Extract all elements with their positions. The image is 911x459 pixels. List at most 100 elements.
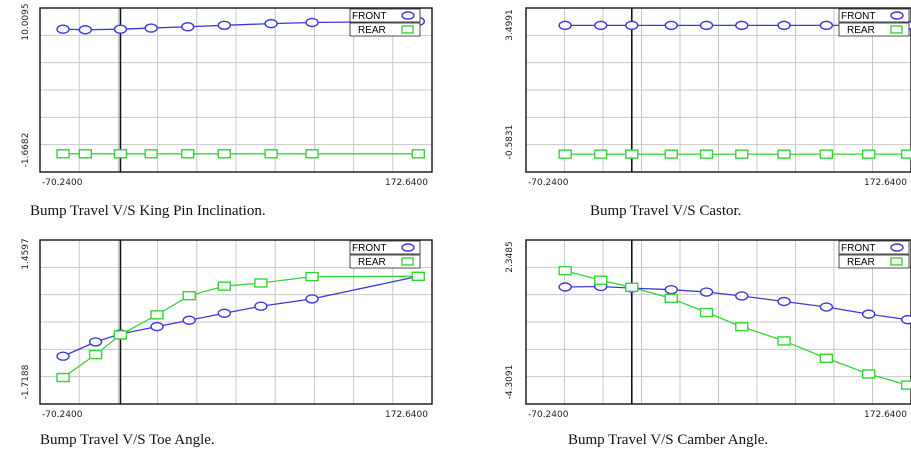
legend-marker-front (890, 11, 904, 20)
data-point-front (150, 321, 164, 332)
data-point-rear (56, 372, 70, 383)
data-point-front (88, 337, 103, 347)
data-point-rear (411, 271, 426, 282)
y-tick-label-max: 1.4597 (21, 238, 31, 270)
series-line-front (565, 285, 908, 321)
data-point-rear (150, 310, 164, 320)
data-point-front (144, 23, 158, 33)
data-point-front (254, 301, 268, 311)
data-point-front (900, 314, 911, 325)
data-point-rear (900, 380, 911, 390)
y-tick-label-max: 10.0095 (21, 3, 31, 40)
data-point-front (819, 20, 834, 31)
data-point-front (217, 20, 231, 30)
data-point-front (56, 351, 70, 361)
caption-king-pin-inclination: Bump Travel V/S King Pin Inclination. (30, 203, 266, 219)
chart-camber-angle: -70.2400 172.6400 2.3485 -4.3091 FRONT REAR (486, 232, 911, 432)
data-point-rear (217, 281, 231, 291)
chart-king-pin-inclination: -70.2400 172.6400 10.0095 -1.6682 FRONT REAR (0, 0, 440, 200)
data-point-rear (182, 291, 196, 301)
legend-marker-front (401, 11, 415, 20)
data-point-rear (819, 353, 834, 363)
legend: FRONT REAR (838, 240, 910, 269)
y-tick-label-min: -4.3091 (505, 365, 515, 400)
data-point-rear (699, 149, 714, 159)
legend: FRONT REAR (838, 8, 910, 37)
legend-box-front (838, 240, 910, 255)
data-point-rear (144, 149, 158, 159)
data-point-front (861, 309, 876, 319)
data-point-rear (900, 149, 911, 159)
data-point-front (625, 20, 639, 31)
data-point-rear (777, 149, 791, 159)
legend-label-rear: REAR (847, 25, 875, 36)
data-point-front (819, 302, 834, 312)
x-tick-label-min: -70.2400 (528, 410, 569, 420)
data-point-rear (78, 149, 93, 159)
data-point-front (664, 284, 678, 295)
data-point-rear (861, 149, 876, 159)
data-point-front (558, 20, 572, 31)
data-point-rear (411, 149, 426, 159)
legend-marker-rear (401, 257, 414, 266)
y-tick-label-min: -0.5831 (505, 125, 515, 160)
legend-marker-front (401, 243, 415, 252)
legend-marker-rear (890, 25, 903, 34)
chart-camber-angle-svg: -70.2400 172.6400 2.3485 -4.3091 FRONT REAR (505, 239, 911, 420)
legend-label-front: FRONT (841, 243, 875, 254)
data-point-rear (699, 307, 714, 318)
y-tick-label-max: 2.3485 (505, 241, 515, 273)
x-tick-label-max: 172.6400 (864, 410, 907, 420)
chart-castor-svg: -70.2400 172.6400 3.4991 -0.5831 FRONT REAR (505, 7, 911, 188)
data-point-rear (264, 149, 278, 159)
y-tick-label-min: -1.6682 (21, 133, 31, 168)
data-point-front (735, 20, 749, 31)
legend-label-front: FRONT (352, 243, 386, 254)
data-point-front (113, 24, 128, 34)
data-point-front (777, 20, 791, 31)
chart-king-pin-svg: -70.2400 172.6400 10.0095 -1.6682 FRONT REAR (21, 3, 433, 188)
legend: FRONT REAR (349, 240, 421, 269)
legend-marker-rear (890, 257, 903, 266)
data-point-front (78, 25, 93, 35)
x-tick-label-max: 172.6400 (385, 410, 428, 420)
y-tick-label-min: -1.7188 (21, 364, 31, 399)
caption-castor: Bump Travel V/S Castor. (590, 203, 742, 219)
data-point-front (664, 20, 678, 31)
data-point-front (182, 315, 196, 325)
x-tick-label-min: -70.2400 (528, 178, 569, 188)
data-point-front (56, 24, 70, 34)
data-point-rear (861, 369, 876, 379)
chart-toe-angle-svg: -70.2400 172.6400 1.4597 -1.7188 FRONT REAR (21, 238, 433, 420)
data-point-rear (181, 149, 195, 159)
data-point-front (181, 22, 195, 32)
plot-frame (525, 239, 911, 405)
data-point-rear (664, 149, 678, 159)
data-point-front (305, 17, 319, 28)
data-point-rear (558, 266, 572, 276)
legend-box-front (349, 240, 421, 255)
data-point-rear (594, 275, 608, 285)
data-point-front (264, 18, 278, 29)
x-tick-label-max: 172.6400 (385, 178, 428, 188)
plot-frame (525, 7, 911, 173)
data-point-rear (558, 149, 572, 159)
data-point-front (699, 287, 714, 297)
legend-label-rear: REAR (847, 257, 875, 268)
x-tick-label-min: -70.2400 (42, 410, 83, 420)
data-point-front (777, 296, 791, 307)
legend-box-front (349, 8, 421, 23)
plot-frame (39, 7, 433, 173)
data-point-front (594, 20, 608, 31)
data-point-front (305, 294, 319, 304)
data-point-rear (735, 322, 749, 332)
data-point-rear (305, 149, 319, 159)
legend-label-rear: REAR (358, 25, 386, 36)
data-point-rear (625, 149, 639, 159)
data-point-rear (113, 149, 128, 159)
data-point-rear (664, 293, 678, 304)
plot-frame (39, 239, 433, 405)
data-point-rear (305, 271, 319, 282)
y-tick-label-max: 3.4991 (505, 9, 515, 41)
data-point-rear (777, 336, 791, 346)
